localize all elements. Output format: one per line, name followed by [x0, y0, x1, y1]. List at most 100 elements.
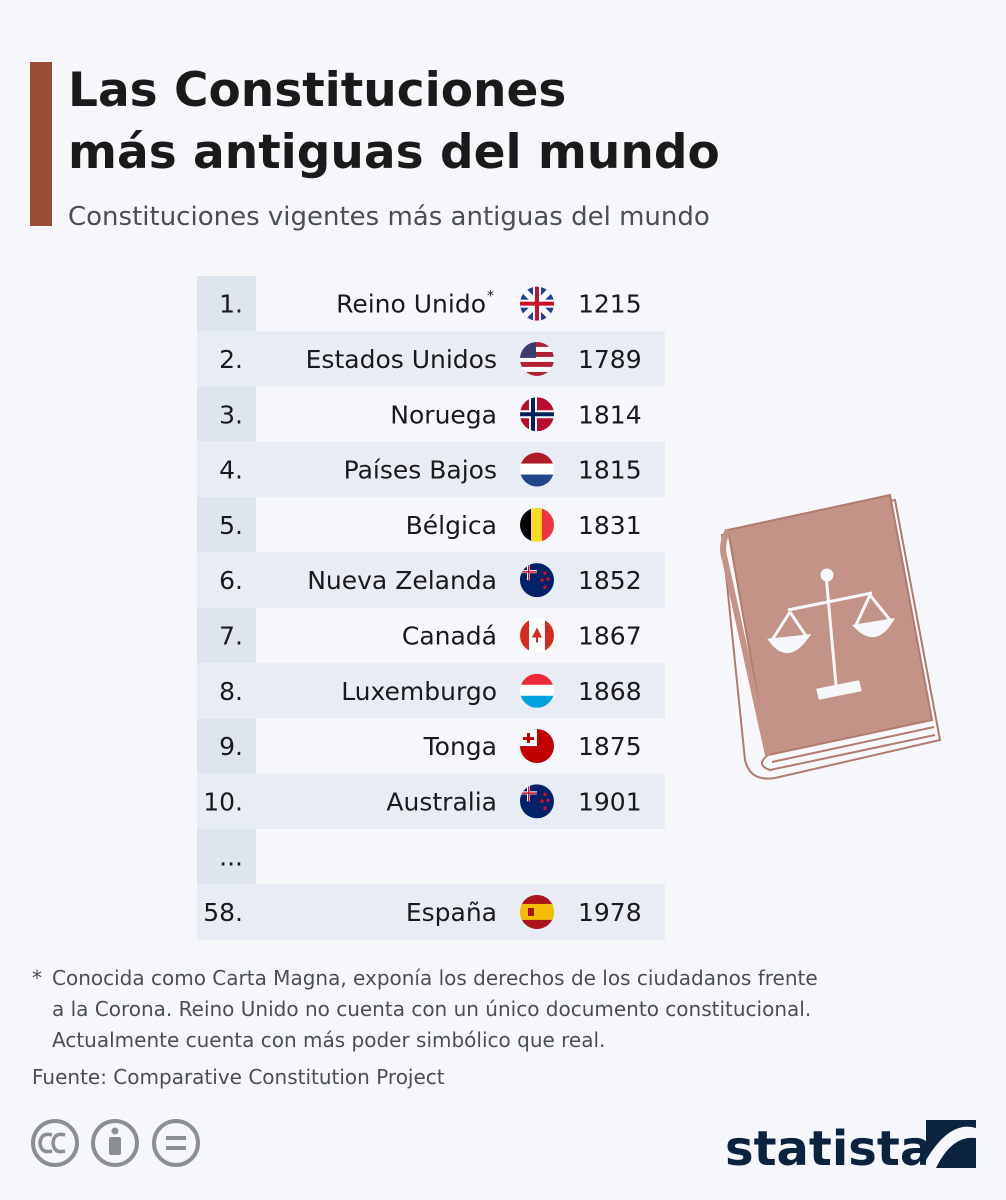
- rank: 6.: [219, 566, 243, 595]
- table-row: 10. Australia 1901: [197, 773, 665, 829]
- flag-part: [543, 571, 547, 575]
- flag-part: [520, 361, 554, 367]
- flag-part: [520, 474, 554, 487]
- rank-cell: [197, 441, 256, 498]
- flag-part: [532, 627, 542, 643]
- flag-part: [520, 507, 532, 542]
- flag: [520, 729, 554, 764]
- rank: 5.: [219, 511, 243, 540]
- flag-part: [545, 618, 554, 653]
- flag-part: [531, 507, 543, 542]
- row-band: [256, 441, 665, 498]
- table-row: 3. Noruega 1814: [197, 386, 642, 442]
- rank-cell: [197, 552, 256, 608]
- year: 1978: [578, 898, 642, 927]
- rank-cell: [197, 607, 256, 664]
- flag-part: [540, 799, 544, 804]
- flag-part: [528, 907, 534, 916]
- flag-part: [543, 806, 547, 811]
- flag-part: [520, 452, 554, 465]
- flag: [520, 452, 554, 487]
- country: Nueva Zelanda: [307, 566, 497, 595]
- table-row: 6. Nueva Zelanda 1852: [197, 552, 665, 608]
- year: 1901: [578, 787, 642, 816]
- rank: 2.: [219, 345, 243, 374]
- row-band: [256, 331, 665, 387]
- table: 1. Reino Unido * 1215 2. Estados Unidos 1789 3.…: [197, 276, 665, 940]
- flag: [520, 507, 554, 542]
- flag-part: [520, 919, 554, 929]
- license-icons: [31, 1119, 200, 1167]
- flag-part: [543, 585, 547, 589]
- subtitle: Constituciones vigentes más antiguas del…: [68, 202, 710, 232]
- rank-cell: [197, 331, 256, 387]
- table-row: 7. Canadá 1867: [197, 607, 642, 664]
- footnote-line: a la Corona. Reino Unido no cuenta con u…: [52, 997, 811, 1021]
- rank: 4.: [219, 456, 243, 485]
- year: 1215: [578, 290, 642, 319]
- rank: 1.: [219, 290, 243, 319]
- rank: 7.: [219, 621, 243, 650]
- title-line: más antiguas del mundo: [68, 125, 720, 180]
- flag-part: [520, 684, 554, 697]
- rank-cell: [197, 773, 256, 829]
- flag-part: [520, 301, 554, 306]
- country: Australia: [386, 787, 497, 816]
- footnote-line: Actualmente cuenta con más poder simbóli…: [52, 1028, 605, 1052]
- flag-part: [520, 351, 554, 357]
- row-band: [256, 663, 665, 719]
- flag-part: [520, 412, 554, 417]
- title-accent: [30, 62, 52, 226]
- flag-part: [520, 463, 554, 476]
- flag-part: [520, 792, 537, 794]
- country: Noruega: [390, 400, 497, 429]
- flag-part: [520, 903, 554, 920]
- flag-part: [520, 673, 554, 686]
- rank-cell: [197, 663, 256, 719]
- flag-part: [520, 571, 537, 573]
- year: 1852: [578, 566, 642, 595]
- footnote-marker: *: [32, 966, 42, 990]
- flag: [520, 784, 554, 819]
- flag-part: [520, 341, 554, 347]
- country: Países Bajos: [344, 456, 497, 485]
- rank: 8.: [219, 677, 243, 706]
- logo-text: statista: [725, 1121, 932, 1177]
- rank-cell: [197, 497, 256, 553]
- logo-mark: [926, 1120, 976, 1168]
- rank-cell: [197, 386, 256, 442]
- country: Luxemburgo: [341, 677, 497, 706]
- table-row: ...: [197, 829, 256, 885]
- table-row: 9. Tonga 1875: [197, 718, 642, 774]
- table-row: 58. España 1978: [197, 884, 665, 940]
- flag-part: [523, 737, 534, 741]
- flag-part: [546, 798, 550, 803]
- book-illustration: [720, 493, 942, 780]
- country: Bélgica: [406, 511, 497, 540]
- row-band: [256, 773, 665, 829]
- flag-part: [542, 507, 554, 542]
- flag-part: [543, 792, 547, 797]
- flag-part: [520, 618, 529, 653]
- table-row: 4. Países Bajos 1815: [197, 441, 665, 498]
- flag: [520, 563, 554, 598]
- flag-part: [520, 346, 554, 352]
- year: 1814: [578, 400, 642, 429]
- flag: [520, 894, 554, 929]
- title-line: Las Constituciones: [68, 63, 566, 118]
- country: Estados Unidos: [306, 345, 497, 374]
- rank: 58.: [203, 898, 243, 927]
- rank-cell: [197, 829, 256, 885]
- table-row: 5. Bélgica 1831: [197, 497, 642, 553]
- flag-part: [520, 366, 554, 372]
- rank-cell: [197, 718, 256, 774]
- footnote-line: Conocida como Carta Magna, exponía los d…: [52, 966, 818, 990]
- country: Tonga: [423, 732, 497, 761]
- country: España: [406, 898, 497, 927]
- table-row: 2. Estados Unidos 1789: [197, 331, 665, 387]
- rank: 9.: [219, 732, 243, 761]
- year: 1831: [578, 511, 642, 540]
- flag: [520, 673, 554, 708]
